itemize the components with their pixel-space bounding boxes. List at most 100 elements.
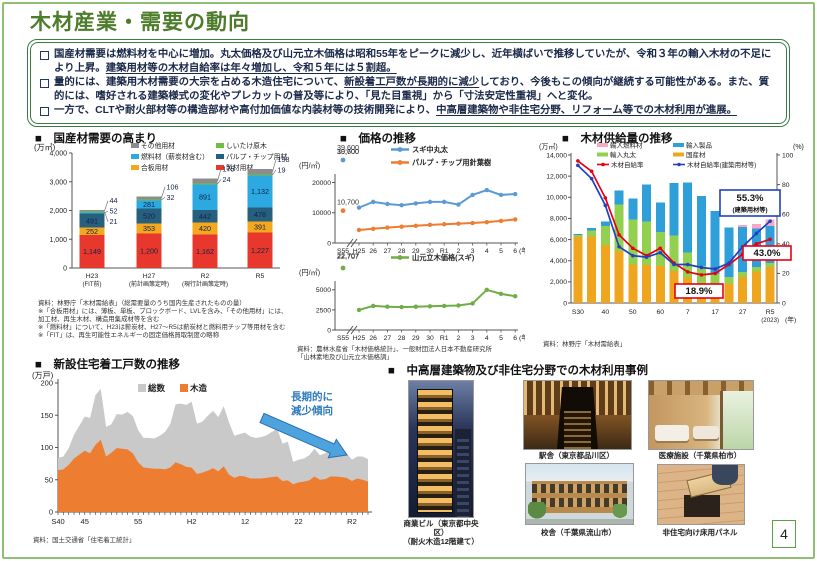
svg-text:28: 28 xyxy=(398,248,406,255)
svg-text:(2023): (2023) xyxy=(761,317,779,324)
svg-text:40: 40 xyxy=(602,309,610,316)
housing-chart-source: 資料：国土交通省「住宅着工統計」 xyxy=(33,537,136,544)
svg-text:12,000: 12,000 xyxy=(546,173,567,180)
svg-text:106: 106 xyxy=(167,182,179,191)
svg-text:100: 100 xyxy=(40,443,53,452)
svg-text:1,000: 1,000 xyxy=(49,237,67,244)
svg-text:H27: H27 xyxy=(143,273,156,280)
svg-text:19: 19 xyxy=(278,165,286,174)
caption-school: 校舎（千葉県流山市） xyxy=(541,528,616,537)
svg-text:その他用材: その他用材 xyxy=(141,141,175,150)
section-title-supply: ■ 木材供給量の推移 xyxy=(562,133,673,145)
svg-text:353: 353 xyxy=(143,224,155,233)
svg-text:478: 478 xyxy=(254,210,266,219)
svg-text:10,700: 10,700 xyxy=(337,198,359,207)
summary-bullet-text: 一方で、CLTや耐火部材等の構造部材や高付加価値な内装材等の技術開発により、中高… xyxy=(54,105,738,117)
svg-text:(年): (年) xyxy=(785,315,796,324)
svg-text:2,000: 2,000 xyxy=(49,208,67,215)
supply-chart: (万㎥) (%) 輸入燃料材 輸入製品 輸入丸太 国産材 木材自給率 木材自給率(建築用材等)… xyxy=(525,140,807,340)
svg-text:合板用材: 合板用材 xyxy=(141,163,168,172)
svg-text:18.9%: 18.9% xyxy=(686,286,713,297)
svg-text:総数: 総数 xyxy=(148,383,166,393)
svg-text:1,227: 1,227 xyxy=(251,246,269,255)
svg-text:S55: S55 xyxy=(337,248,349,255)
svg-text:45: 45 xyxy=(81,517,89,526)
svg-text:(FIT前): (FIT前) xyxy=(83,280,102,288)
svg-text:2: 2 xyxy=(457,248,461,255)
summary-bullet-text: 国産材需要は燃料材を中心に増加。丸太価格及び山元立木価格は昭和55年をピークに減… xyxy=(54,49,772,74)
svg-text:燃料材（薪炭材含む）: 燃料材（薪炭材含む） xyxy=(141,152,209,161)
caption-station: 駅舎（東京都品川区） xyxy=(539,451,614,460)
svg-text:国産材: 国産材 xyxy=(686,150,706,159)
svg-text:30: 30 xyxy=(426,335,434,342)
section-title-demand: ■ 国産材需要の高まり xyxy=(35,133,157,145)
svg-text:80: 80 xyxy=(782,182,790,189)
svg-text:(円/㎥): (円/㎥) xyxy=(299,268,320,277)
svg-text:4,000: 4,000 xyxy=(550,258,567,265)
domestic-demand-chart: (万㎥) その他用材 燃料材（薪炭材含む） 合板用材 しいたけ原木 パルプ・チップ用材 製材… xyxy=(30,138,298,300)
square-bullet-icon xyxy=(40,107,49,117)
svg-text:520: 520 xyxy=(143,211,155,220)
svg-text:198: 198 xyxy=(278,155,290,164)
svg-text:30: 30 xyxy=(426,248,434,255)
svg-text:55: 55 xyxy=(134,517,142,526)
section-title-housing: ■ 新設住宅着工戸数の推移 xyxy=(35,359,180,371)
svg-text:27: 27 xyxy=(739,309,747,316)
svg-text:5000: 5000 xyxy=(316,287,331,294)
svg-text:R5: R5 xyxy=(766,309,775,316)
svg-text:H25: H25 xyxy=(353,248,366,255)
svg-text:スギ中丸太: スギ中丸太 xyxy=(412,145,449,154)
svg-text:24: 24 xyxy=(223,175,231,184)
svg-text:S30: S30 xyxy=(572,309,584,316)
svg-text:40: 40 xyxy=(782,241,790,248)
photo-floor-panel xyxy=(657,464,745,525)
svg-text:8,000: 8,000 xyxy=(550,216,567,223)
svg-text:491: 491 xyxy=(86,216,98,225)
svg-text:44: 44 xyxy=(110,196,118,205)
svg-text:29: 29 xyxy=(412,335,420,342)
svg-text:輸入丸太: 輸入丸太 xyxy=(610,150,637,159)
svg-text:2500: 2500 xyxy=(316,307,331,314)
svg-text:20000: 20000 xyxy=(312,180,331,187)
svg-text:281: 281 xyxy=(143,200,155,209)
svg-text:52: 52 xyxy=(110,207,118,216)
svg-text:(前計画策定時): (前計画策定時) xyxy=(129,280,169,288)
caption-commercial-building: 商業ビル（東京都中央区） （耐火木造12階建て） xyxy=(403,519,479,546)
svg-text:28: 28 xyxy=(398,335,406,342)
svg-text:(%): (%) xyxy=(793,144,804,151)
svg-text:0: 0 xyxy=(327,327,331,334)
svg-text:22: 22 xyxy=(294,517,302,526)
summary-bullet: 国産材需要は燃料材を中心に増加。丸太価格及び山元立木価格は昭和55年をピークに減… xyxy=(40,48,777,75)
svg-text:252: 252 xyxy=(86,227,98,236)
svg-text:2: 2 xyxy=(457,335,461,342)
svg-text:175: 175 xyxy=(223,164,235,173)
svg-text:R5: R5 xyxy=(256,273,265,280)
svg-text:6,000: 6,000 xyxy=(550,237,567,244)
svg-text:0: 0 xyxy=(63,266,67,273)
section-title-examples: ■ 中高層建築物及び非住宅分野での木材利用事例 xyxy=(388,365,648,377)
svg-text:1,149: 1,149 xyxy=(83,247,101,256)
caption-medical-facility: 医療施設（千葉県柏市） xyxy=(658,451,742,460)
square-bullet-icon xyxy=(40,51,49,60)
svg-text:10,000: 10,000 xyxy=(546,195,567,202)
svg-text:39,600: 39,600 xyxy=(337,143,359,152)
summary-bullet-text: 量的には、建築用木材需要の大宗を占める木造住宅について、新設着工戸数が長期的に減… xyxy=(54,77,770,102)
summary-bullet: 一方で、CLTや耐火部材等の構造部材や高付加価値な内装材等の技術開発により、中高… xyxy=(40,104,777,118)
svg-text:32: 32 xyxy=(167,193,175,202)
svg-text:しいたけ原木: しいたけ原木 xyxy=(226,141,267,150)
square-bullet-icon xyxy=(40,79,49,89)
svg-text:6: 6 xyxy=(513,335,517,342)
svg-text:3: 3 xyxy=(471,248,475,255)
svg-text:木材自給率: 木材自給率 xyxy=(611,160,644,169)
svg-text:4: 4 xyxy=(485,335,489,342)
page-number: 4 xyxy=(772,520,796,548)
price-chart: (円/㎥) 0 10000 20000 S55 H25 26 27 28 29 30 R1 2 3 4 5 6(… xyxy=(293,138,530,346)
svg-text:R2: R2 xyxy=(347,517,357,526)
svg-text:パルプ・チップ用針葉樹: パルプ・チップ用針葉樹 xyxy=(412,158,492,167)
svg-text:50: 50 xyxy=(629,309,637,316)
svg-text:22,707: 22,707 xyxy=(337,252,359,261)
svg-text:3,000: 3,000 xyxy=(49,179,67,186)
